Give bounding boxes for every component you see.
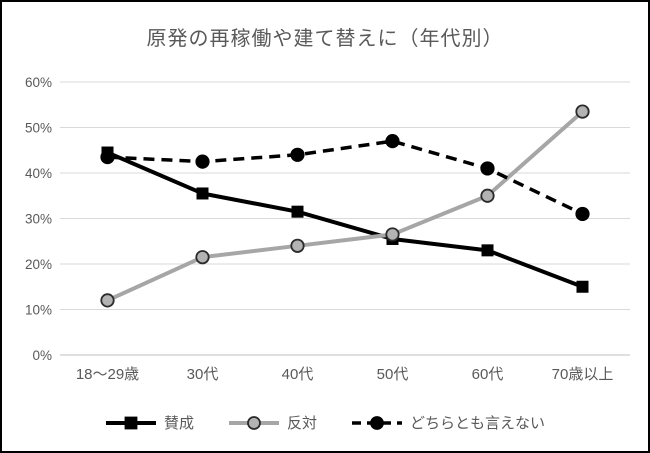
y-tick-label: 30% <box>25 212 52 227</box>
legend-item: 反対 <box>228 412 317 433</box>
y-tick-label: 0% <box>32 348 52 363</box>
legend-marker-sample <box>370 415 384 430</box>
series-line-3 <box>107 139 584 216</box>
data-point-marker <box>480 161 495 176</box>
x-category-label: 30代 <box>187 366 219 383</box>
x-category-label: 60代 <box>472 366 504 383</box>
legend-swatch <box>228 415 279 430</box>
series-line-2 <box>106 110 584 303</box>
legend-item: どちらとも言えない <box>351 412 545 433</box>
data-point-marker <box>385 227 400 242</box>
data-point-marker <box>576 280 589 293</box>
data-point-marker <box>195 250 210 265</box>
plot-area: 0% 10% 20% 30% 40% 50% 60% 18〜29歳 30代 40代 50代 60代 70… <box>25 75 630 383</box>
data-point-marker <box>100 293 115 308</box>
x-category-label: 40代 <box>282 366 314 383</box>
data-point-marker <box>196 187 209 200</box>
legend-marker-sample <box>247 415 261 430</box>
data-point-marker <box>290 238 305 253</box>
chart-title: 原発の再稼働や建て替えに（年代別） <box>146 28 504 50</box>
data-point-marker <box>481 244 494 257</box>
series-line-1 <box>106 150 584 289</box>
data-point-marker <box>291 205 304 218</box>
legend: 賛成 反対 どちらとも言えない <box>2 412 648 433</box>
y-tick-label: 40% <box>25 166 52 181</box>
legend-marker-sample <box>124 416 138 429</box>
data-point-marker <box>480 188 495 203</box>
data-point-marker <box>575 104 590 119</box>
legend-swatch <box>105 416 156 429</box>
y-tick-label: 20% <box>25 257 52 272</box>
legend-swatch <box>352 415 402 430</box>
data-point-marker <box>100 149 115 165</box>
y-tick-label: 10% <box>25 303 52 318</box>
y-tick-label: 50% <box>25 121 52 136</box>
legend-item: 賛成 <box>105 412 194 433</box>
x-category-label: 70歳以上 <box>552 366 614 383</box>
x-category-label: 50代 <box>377 366 409 383</box>
data-point-marker <box>195 154 210 169</box>
legend-label: どちらとも言えない <box>410 415 546 432</box>
legend-label: 反対 <box>286 415 317 432</box>
y-tick-label: 60% <box>25 75 52 90</box>
legend-label: 賛成 <box>163 415 194 432</box>
data-point-marker <box>290 147 305 162</box>
data-point-marker <box>575 206 590 222</box>
x-category-label: 18〜29歳 <box>76 366 139 383</box>
data-point-marker <box>385 134 400 149</box>
